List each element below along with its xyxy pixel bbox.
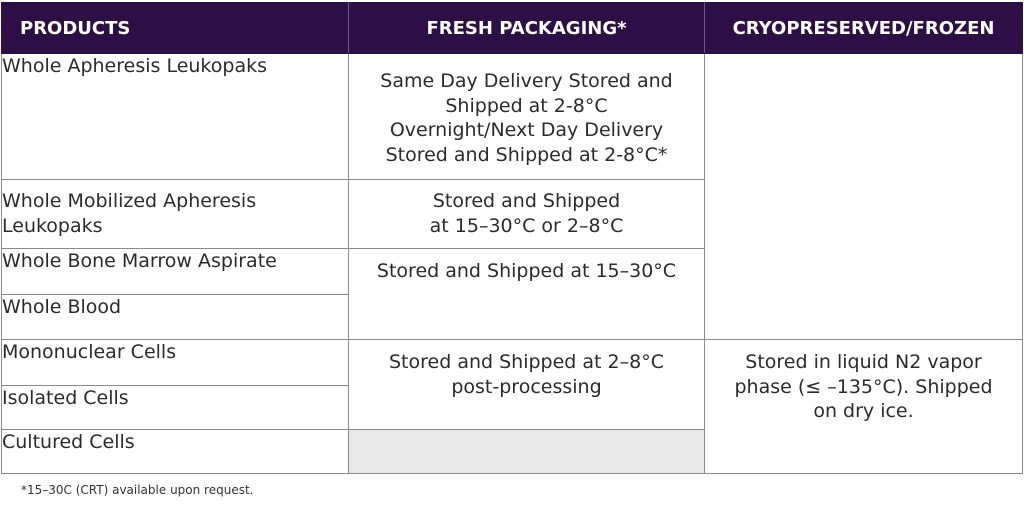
header-row: PRODUCTS FRESH PACKAGING* CRYOPRESERVED/… — [1, 2, 1023, 54]
product-cell: Mononuclear Cells — [1, 339, 349, 386]
text-line: at 15–30°C or 2–8°C — [429, 214, 624, 237]
text-line: Shipped at 2-8°C — [445, 94, 608, 117]
storage-table: PRODUCTS FRESH PACKAGING* CRYOPRESERVED/… — [1, 2, 1023, 474]
product-cell: Isolated Cells — [1, 385, 349, 430]
product-cell: Cultured Cells — [1, 429, 349, 474]
fresh-cell: Stored and Shipped at 2–8°C post-process… — [348, 339, 705, 430]
text-line: phase (≤ –135°C). Shipped — [734, 375, 993, 398]
table-row: Cultured Cells — [1, 429, 1023, 474]
table-row: Whole Blood — [1, 294, 1023, 340]
fresh-cell: Stored and Shipped at 15–30°C or 2–8°C — [348, 179, 705, 249]
footnote: *15–30C (CRT) available upon request. — [21, 483, 254, 497]
text-line: Stored and Shipped at 2–8°C — [389, 351, 664, 373]
table-row: Whole Apheresis Leukopaks Same Day Deliv… — [1, 53, 1023, 340]
fresh-packaging-header: FRESH PACKAGING* — [348, 2, 705, 54]
text-line: on dry ice. — [813, 400, 914, 422]
text-line: Stored in liquid N2 vapor — [745, 351, 982, 373]
table-row: Whole Mobilized Apheresis Leukopaks Stor… — [1, 179, 1023, 249]
products-header: PRODUCTS — [1, 2, 349, 54]
cryo-cell: Stored in liquid N2 vapor phase (≤ –135°… — [704, 339, 1023, 474]
table-row: Isolated Cells — [1, 385, 1023, 430]
text-line: post-processing — [451, 375, 602, 398]
product-cell: Whole Apheresis Leukopaks — [1, 53, 349, 180]
product-cell: Whole Bone Marrow Aspirate — [1, 248, 349, 295]
text-line: Stored and Shipped — [432, 190, 621, 212]
table-row: Mononuclear Cells Stored and Shipped at … — [1, 339, 1023, 474]
product-cell: Whole Blood — [1, 294, 349, 340]
fresh-cell-empty — [348, 429, 705, 474]
text-line: Stored and Shipped at 2-8°C* — [385, 143, 668, 166]
fresh-cell: Stored and Shipped at 15–30°C — [348, 248, 705, 340]
table-row: Whole Bone Marrow Aspirate Stored and Sh… — [1, 248, 1023, 340]
text-line: Overnight/Next Day Delivery — [389, 119, 664, 141]
product-cell: Whole Mobilized Apheresis Leukopaks — [1, 179, 349, 249]
fresh-cell: Same Day Delivery Stored and Shipped at … — [348, 53, 705, 180]
cryo-cell-empty — [704, 53, 1023, 340]
text-line: Same Day Delivery Stored and — [380, 70, 673, 92]
cryopreserved-header: CRYOPRESERVED/FROZEN — [704, 2, 1023, 54]
